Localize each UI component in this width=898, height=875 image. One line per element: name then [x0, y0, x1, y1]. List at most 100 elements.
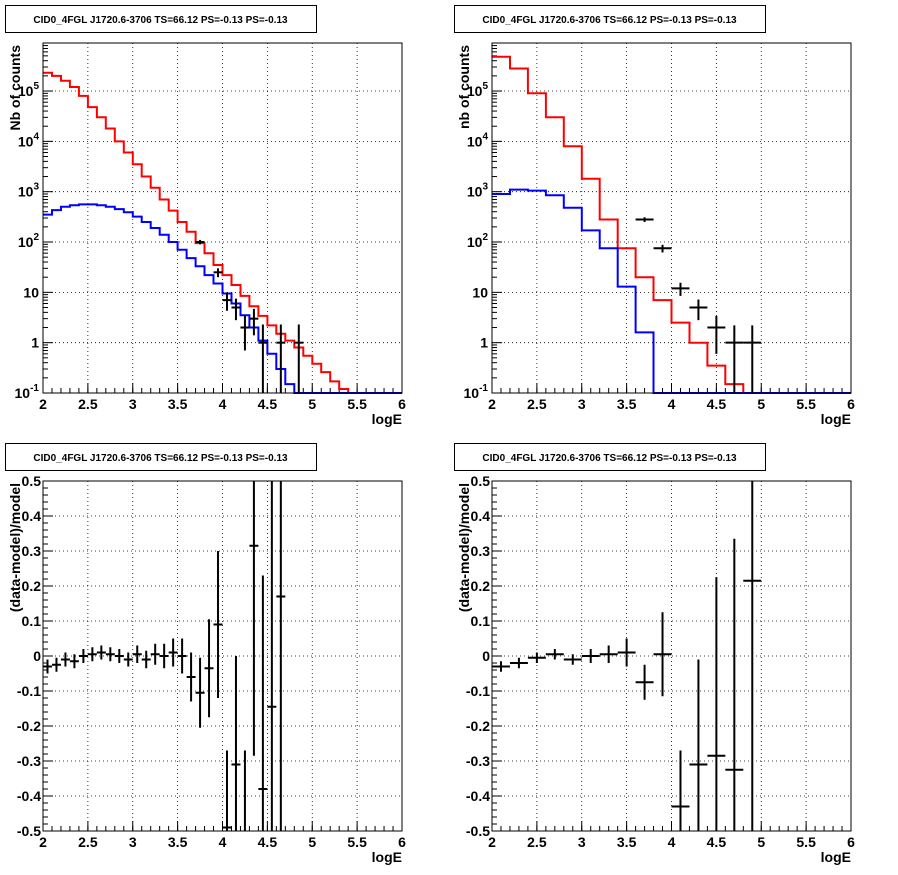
y-tick-label: 0.2 [22, 578, 42, 594]
y-tick-label: 10-1 [464, 383, 489, 401]
x-axis-label: logE [372, 411, 402, 427]
data-point [635, 217, 654, 222]
x-tick-label: 3.5 [168, 396, 188, 412]
y-tick-label: 10 [472, 284, 488, 300]
residual-point [213, 551, 223, 698]
x-tick-label: 5 [308, 834, 316, 850]
chart-title: CID0_4FGL J1720.6-3706 TS=66.12 PS=-0.13… [482, 453, 737, 464]
residual-point [725, 538, 744, 831]
data-point [707, 315, 726, 354]
counts-panel-fine: CID0_4FGL J1720.6-3706 TS=66.12 PS=-0.13… [0, 0, 449, 437]
data-point [725, 325, 744, 393]
y-tick-label: -0.5 [466, 823, 490, 839]
data-point [258, 324, 268, 393]
chart-title-box [5, 5, 317, 33]
y-axis-label: nb of counts [456, 45, 472, 129]
y-tick-label: -0.5 [17, 823, 41, 839]
x-tick-label: 2 [488, 834, 496, 850]
plot-frame [42, 42, 403, 394]
residual-point [276, 481, 286, 831]
residual-point [527, 652, 546, 663]
residual-point [249, 481, 259, 756]
plot-frame [491, 42, 852, 394]
residual-point [267, 481, 277, 831]
residual-point [599, 645, 618, 663]
y-tick-label: 0.5 [22, 473, 42, 489]
data-point [294, 324, 304, 393]
y-tick-label: 10 [23, 284, 39, 300]
residual-point [159, 643, 169, 669]
residual-chart-coarse: CID0_4FGL J1720.6-3706 TS=66.12 PS=-0.13… [454, 443, 855, 865]
y-tick-label: 0.1 [471, 613, 491, 629]
data-point [671, 282, 690, 296]
residual-point [105, 647, 115, 662]
chart-title-box [5, 443, 317, 471]
x-axis-label: logE [821, 849, 851, 865]
y-tick-label: 1 [480, 335, 488, 351]
y-tick-label: 102 [467, 232, 489, 250]
y-tick-label: -0.1 [17, 683, 41, 699]
x-tick-label: 6 [847, 834, 855, 850]
chart-title-box [454, 5, 766, 33]
residual-point [689, 659, 708, 831]
residual-point [51, 657, 61, 672]
x-axis-label: logE [372, 849, 402, 865]
x-tick-label: 2.5 [527, 834, 547, 850]
chart-title: CID0_4FGL J1720.6-3706 TS=66.12 PS=-0.13… [33, 453, 288, 464]
y-tick-label: 0 [482, 648, 490, 664]
y-tick-label: -0.3 [17, 753, 41, 769]
y-tick-label: 104 [18, 131, 40, 149]
residual-point [123, 652, 133, 667]
residual-point [231, 656, 241, 831]
residual-point [509, 657, 528, 669]
x-tick-label: 5 [308, 396, 316, 412]
residual-point [177, 638, 187, 674]
residual-point [743, 481, 762, 831]
residual-point [545, 649, 564, 660]
residual-point [671, 750, 690, 831]
x-tick-label: 5 [757, 396, 765, 412]
y-tick-label: -0.2 [17, 718, 41, 734]
residual-point [195, 657, 205, 728]
x-tick-label: 3 [129, 396, 137, 412]
residual-point [635, 664, 654, 700]
y-tick-label: 104 [467, 131, 489, 149]
x-tick-label: 4.5 [258, 396, 278, 412]
residual-point [87, 647, 97, 662]
x-tick-label: 4.5 [707, 834, 727, 850]
data-point [222, 292, 232, 311]
y-tick-label: 103 [18, 182, 40, 200]
residual-point [492, 661, 510, 672]
residual-point [581, 649, 600, 663]
model-total-histogram [43, 71, 402, 394]
y-tick-label: 105 [18, 81, 40, 99]
x-tick-label: 5.5 [347, 834, 367, 850]
residual-point [60, 652, 70, 667]
y-tick-label: -0.2 [466, 718, 490, 734]
counts-panel-coarse: CID0_4FGL J1720.6-3706 TS=66.12 PS=-0.13… [449, 0, 898, 437]
x-tick-label: 3.5 [617, 834, 637, 850]
residual-point [653, 612, 672, 697]
residual-point [114, 649, 124, 663]
residual-panel-fine: CID0_4FGL J1720.6-3706 TS=66.12 PS=-0.13… [0, 438, 449, 875]
residual-point [617, 638, 636, 667]
chart-title-box [454, 443, 766, 471]
x-tick-label: 3 [578, 834, 586, 850]
residual-panel-coarse: CID0_4FGL J1720.6-3706 TS=66.12 PS=-0.13… [449, 438, 898, 875]
residual-point [150, 643, 160, 665]
x-tick-label: 5.5 [796, 834, 816, 850]
residual-point [168, 638, 178, 667]
x-tick-label: 2.5 [527, 396, 547, 412]
chart-title: CID0_4FGL J1720.6-3706 TS=66.12 PS=-0.13… [482, 15, 737, 26]
residual-point [204, 619, 214, 718]
plot-frame [42, 480, 403, 832]
residual-point [707, 577, 726, 831]
residual-point [69, 654, 79, 669]
x-tick-label: 2 [39, 834, 47, 850]
x-tick-label: 5.5 [796, 396, 816, 412]
y-axis-label: Nb of counts [7, 45, 23, 131]
x-tick-label: 3.5 [617, 396, 637, 412]
y-tick-label: 0.4 [471, 508, 491, 524]
y-tick-label: 10-1 [15, 383, 40, 401]
counts-chart-fine: CID0_4FGL J1720.6-3706 TS=66.12 PS=-0.13… [5, 5, 406, 427]
